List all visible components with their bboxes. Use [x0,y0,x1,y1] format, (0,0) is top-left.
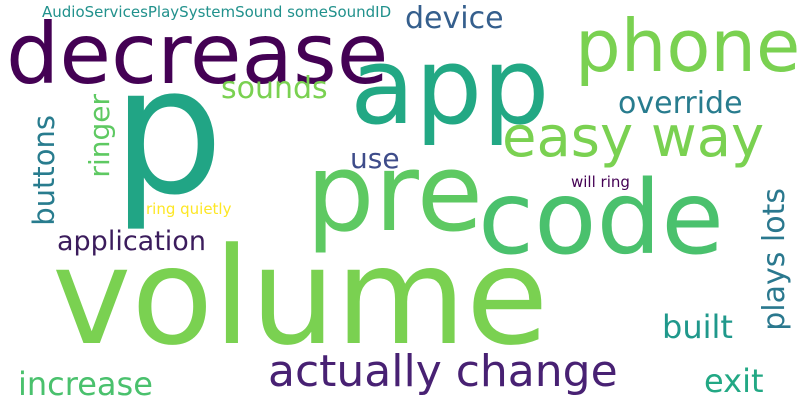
word-easy-way: easy way [502,105,765,170]
word-pre: pre [306,131,484,256]
word-code: code [478,159,724,278]
word-override: override [618,86,743,121]
word-plays-lots: plays lots [757,188,792,331]
word-will-ring: will ring [571,173,630,191]
word-audio-services: AudioServicesPlaySystemSound someSoundID [42,3,392,21]
word-phone: phone [575,4,800,88]
word-decrease: decrease [6,5,389,103]
word-app: app [350,25,550,148]
word-application: application [57,226,206,257]
word-actually-change: actually change [268,346,618,397]
word-device: device [405,1,504,36]
word-sounds: sounds [221,71,328,106]
word-use: use [350,142,400,175]
word-buttons: buttons [27,115,61,226]
word-p: p [112,29,224,234]
word-volume: volume [52,219,549,375]
word-built: built [662,308,733,346]
word-ringer: ringer [83,94,116,178]
word-exit: exit [704,362,764,400]
word-increase: increase [18,365,153,400]
word-ring-quietly: ring quietly [146,200,232,218]
